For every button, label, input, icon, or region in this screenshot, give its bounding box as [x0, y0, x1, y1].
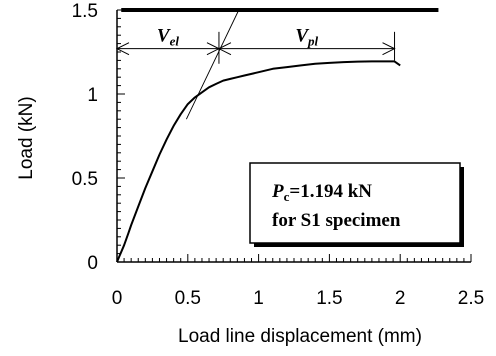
elastic-slope-line [185, 9, 240, 120]
series-line [116, 60, 401, 263]
annotations: Vel Vpl Pc=1.194 kN for S1 specimen [115, 26, 464, 247]
v-el-arrow: Vel [115, 26, 221, 56]
y-tick-label: 1.5 [72, 1, 98, 22]
y-tick-label: 0.5 [72, 169, 98, 190]
axis-ticks [116, 9, 472, 263]
v-pl-arrow-label: Vpl [295, 26, 318, 49]
v-el-arrow-arrowhead-left [115, 42, 130, 56]
note-specimen: for S1 specimen [272, 210, 401, 231]
x-axis-label: Load line displacement (mm) [178, 326, 422, 347]
v-el-arrow-label: Vel [157, 26, 179, 49]
x-tick-label: 2 [395, 288, 406, 309]
chart-marks [116, 8, 439, 263]
x-tick-label: 1.5 [316, 288, 342, 309]
y-tick-label: 1 [87, 85, 98, 106]
y-axis-label: Load (kN) [16, 96, 37, 179]
x-tick-label: 1 [253, 288, 264, 309]
x-tick-label: 0.5 [175, 288, 201, 309]
y-tick-label: 0 [87, 253, 98, 274]
v-pl-arrow: Vpl [217, 26, 396, 56]
x-tick-label: 0 [112, 288, 123, 309]
x-tick-label: 2.5 [458, 288, 484, 309]
note-box [249, 162, 461, 244]
tick-labels: 0 0.5 1 1.5 2 2.5 0 0.5 1 1.5 [72, 1, 485, 309]
note-critical-load: Pc=1.194 kN [271, 181, 372, 204]
